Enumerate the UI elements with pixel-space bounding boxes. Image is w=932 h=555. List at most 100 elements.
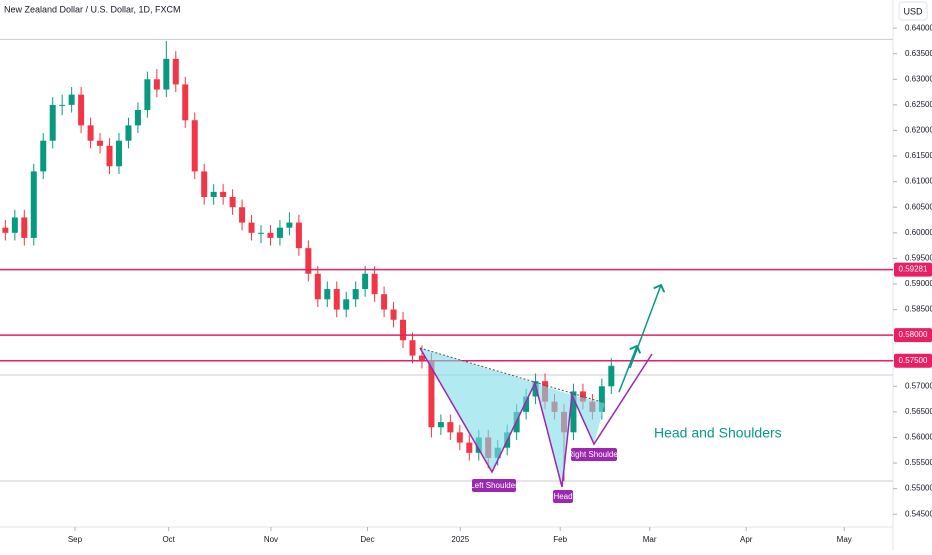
x-tick-label: Sep [68,535,83,544]
candle-body [68,94,75,105]
candle-body [239,207,246,223]
candle-body [59,104,66,106]
candle-body [447,422,454,433]
candle-body [598,386,605,412]
candle-body [87,125,94,141]
candle-body [371,273,378,295]
candle-body [210,191,217,197]
candle-body [182,84,189,121]
y-tick-label: 0.57000 [905,381,932,390]
head-area [535,383,572,487]
level-label: 0.57500 [899,356,928,365]
candle-body [125,125,132,141]
label-box [553,490,573,503]
candle-body [267,232,274,238]
candle-body [106,145,113,167]
candle-body [2,227,9,233]
candle-body [286,222,293,228]
y-tick-label: 0.62000 [905,126,932,135]
annotation: Head [553,492,572,501]
annotation: Right Shoulder [568,450,621,459]
candle-body [49,104,56,141]
candle-body [248,222,255,233]
level-box [894,328,932,343]
y-tick-label: 0.55500 [905,458,932,467]
pattern-label: Head and Shoulders [654,425,782,441]
candle-body [144,79,151,111]
candle-body [409,340,416,356]
candle-body [352,289,359,300]
x-tick-label: Apr [740,535,753,544]
x-tick-label: Oct [162,535,175,544]
pattern-line [419,347,653,488]
y-tick-label: 0.60000 [905,228,932,237]
candle-body [295,222,302,249]
candle-body [134,110,141,126]
pattern: Left Shoulder Head Right Shoulder Head a… [419,285,782,503]
candle-body [532,381,539,397]
candle-body [220,191,227,197]
candle-body [437,422,444,428]
label-box [472,479,516,492]
candle-body [201,171,208,197]
candle-body [191,120,198,172]
candle-body [608,365,615,387]
candle-body [324,289,331,300]
candle-body [570,391,577,433]
y-tick-label: 0.63500 [905,49,932,58]
candle-body [163,58,170,90]
candle-body [229,196,236,208]
currency-box[interactable] [898,1,928,21]
candle-body [258,232,265,234]
chart-title: New Zealand Dollar / U.S. Dollar, 1D, FX… [4,4,181,14]
y-tick-label: 0.63000 [905,74,932,83]
x-tick-label: Mar [643,535,657,544]
x-tick-label: Dec [360,535,374,544]
right-shoulder-area [572,395,605,444]
level-box [894,353,932,368]
y-tick-label: 0.56500 [905,407,932,416]
y-tick-label: 0.64000 [905,23,932,32]
candle-body [428,360,435,428]
y-tick-label: 0.59000 [905,279,932,288]
candle-body [30,171,37,238]
arrow [618,346,637,393]
y-tick-label: 0.55000 [905,484,932,493]
y-tick-label: 0.54500 [905,509,932,518]
candle-body [343,299,350,310]
y-tick-label: 0.58500 [905,305,932,314]
candle-body [523,396,530,412]
candle-body [11,217,18,233]
candle-body [172,58,179,85]
candle-body [456,432,463,443]
candle-body [40,140,47,172]
x-tick-label: 2025 [451,535,469,544]
y-tick-label: 0.62500 [905,100,932,109]
candle-body [97,140,104,146]
level-box [894,262,932,277]
annotation: Left Shoulder [470,481,518,490]
x-tick-label: Feb [553,535,567,544]
neckline [419,347,606,404]
candle-body [314,273,321,300]
y-tick-label: 0.59500 [905,253,932,262]
candle-body [466,442,473,453]
candle-body [21,217,28,238]
candle-body [78,94,85,126]
label-box [571,448,617,461]
candle-body [276,227,283,238]
candle-body [381,294,388,310]
y-tick-label: 0.56000 [905,433,932,442]
candle-body [305,248,312,274]
x-tick-label: May [837,535,852,544]
candle-body [115,140,122,167]
candle-body [390,309,397,320]
candle-body [418,355,425,361]
candle-body [362,273,369,290]
x-tick-label: Nov [264,535,278,544]
arrow [629,285,661,369]
currency: USD [903,6,923,16]
candle-body [153,79,160,90]
candle-body [400,319,407,341]
